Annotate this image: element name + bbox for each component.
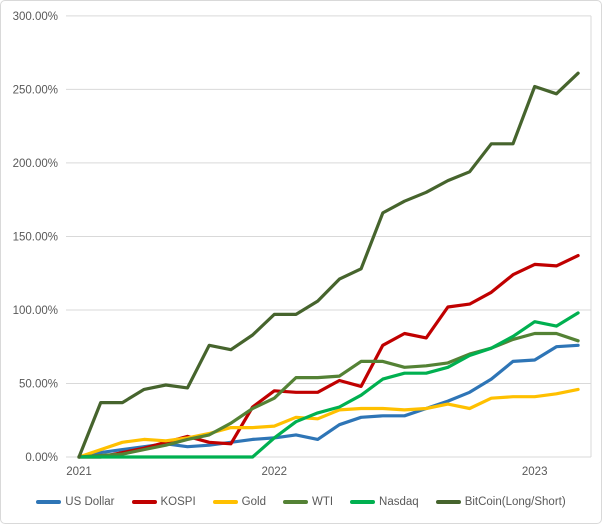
x-axis-tick-label: 2022 <box>262 466 288 478</box>
y-axis-tick-label: 150.00% <box>13 231 58 243</box>
y-axis-tick-label: 50.00% <box>19 378 58 390</box>
y-axis-tick-label: 200.00% <box>13 158 58 170</box>
legend-item-kospi: KOSPI <box>131 496 196 508</box>
legend-swatch-nasdaq <box>350 500 376 504</box>
legend-swatch-wti <box>282 500 308 504</box>
legend-item-wti: WTI <box>282 496 334 508</box>
series-line-bitcoin-long-short <box>77 71 580 459</box>
legend-swatch-bitcoin-long-short <box>435 500 461 504</box>
legend-label: Gold <box>241 496 266 508</box>
y-axis-tick-label: 100.00% <box>13 305 58 317</box>
y-axis-tick-label: 0.00% <box>25 452 58 464</box>
legend-item-nasdaq: Nasdaq <box>350 496 419 508</box>
x-axis-tick-label: 2021 <box>66 466 92 478</box>
x-axis-tick-label: 2023 <box>522 466 548 478</box>
legend-item-us-dollar: US Dollar <box>36 496 115 508</box>
legend-swatch-us-dollar <box>36 500 62 504</box>
series-line-gold <box>77 387 580 459</box>
series-line-nasdaq <box>77 311 580 459</box>
y-axis-tick-label: 250.00% <box>13 84 58 96</box>
chart-legend: US Dollar KOSPI Gold WTI Nasdaq BitCoin(Long/… <box>1 491 601 513</box>
legend-label: WTI <box>311 496 334 508</box>
legend-label: BitCoin(Long/Short) <box>464 496 566 508</box>
legend-label: US Dollar <box>65 496 115 508</box>
legend-label: KOSPI <box>160 496 196 508</box>
legend-swatch-kospi <box>131 500 157 504</box>
legend-label: Nasdaq <box>379 496 419 508</box>
y-axis-tick-label: 300.00% <box>13 11 58 23</box>
legend-item-gold: Gold <box>212 496 266 508</box>
legend-swatch-gold <box>212 500 238 504</box>
series-line-kospi <box>77 254 580 459</box>
legend-item-bitcoin-long-short: BitCoin(Long/Short) <box>435 496 566 508</box>
